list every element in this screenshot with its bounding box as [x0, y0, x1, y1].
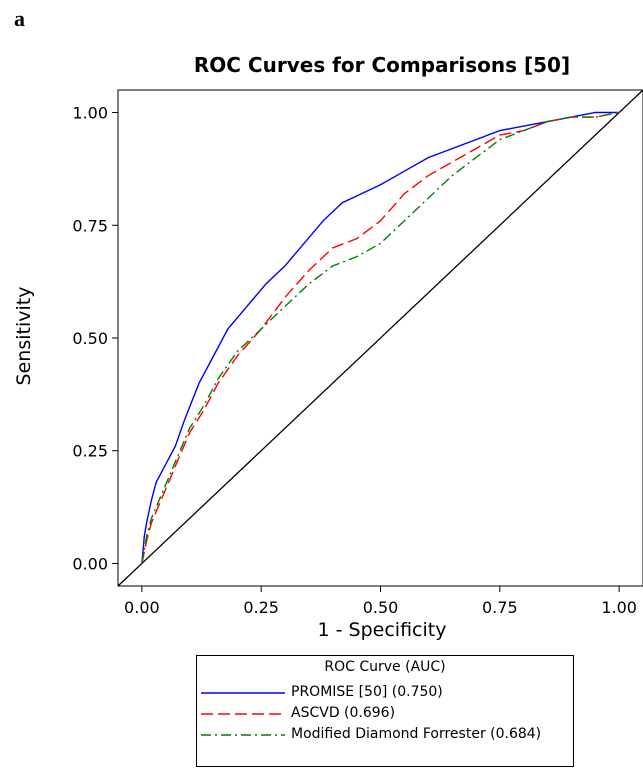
x-axis-label: 1 - Specificity [318, 619, 447, 641]
x-tick-label: 0.75 [482, 598, 518, 617]
legend-label-modified-diamond-forrester: Modified Diamond Forrester (0.684) [291, 726, 542, 742]
x-axis-ticks: 0.00 0.25 0.50 0.75 1.00 [124, 586, 637, 617]
x-tick-label: 1.00 [601, 598, 637, 617]
y-axis-ticks: 0.00 0.25 0.50 0.75 1.00 [72, 104, 118, 573]
legend-label-ascvd: ASCVD (0.696) [291, 705, 396, 721]
diagonal-line [117, 89, 643, 587]
legend-title: ROC Curve (AUC) [324, 659, 446, 675]
y-axis-label: Sensitivity [13, 287, 35, 386]
series-line-0 [141, 111, 620, 564]
legend-swatch-ascvd [201, 713, 285, 715]
legend-swatch-modified-diamond-forrester [201, 734, 285, 736]
x-tick-label: 0.25 [243, 598, 279, 617]
legend-label-promise: PROMISE [50] (0.750) [291, 684, 443, 700]
x-tick-label: 0.50 [363, 598, 399, 617]
y-tick-label: 0.50 [72, 329, 108, 348]
series-line-1 [141, 111, 620, 564]
legend-item-promise: PROMISE [50] (0.750) [197, 683, 573, 703]
legend-swatch-promise [201, 692, 285, 694]
y-tick-label: 1.00 [72, 104, 108, 123]
series-layer [141, 111, 620, 564]
panel-label: a [14, 6, 25, 31]
legend: ROC Curve (AUC) PROMISE [50] (0.750) ASC… [196, 655, 574, 767]
x-tick-label: 0.00 [124, 598, 160, 617]
legend-item-modified-diamond-forrester: Modified Diamond Forrester (0.684) [197, 725, 573, 745]
y-tick-label: 0.75 [72, 216, 108, 235]
roc-chart: ROC Curves for Comparisons [50] 0.00 0.25… [13, 53, 643, 641]
series-line-2 [141, 111, 620, 564]
y-tick-label: 0.00 [72, 554, 108, 573]
reference-diagonal [117, 89, 643, 587]
y-tick-label: 0.25 [72, 442, 108, 461]
legend-item-ascvd: ASCVD (0.696) [197, 704, 573, 724]
chart-title: ROC Curves for Comparisons [50] [194, 53, 570, 77]
